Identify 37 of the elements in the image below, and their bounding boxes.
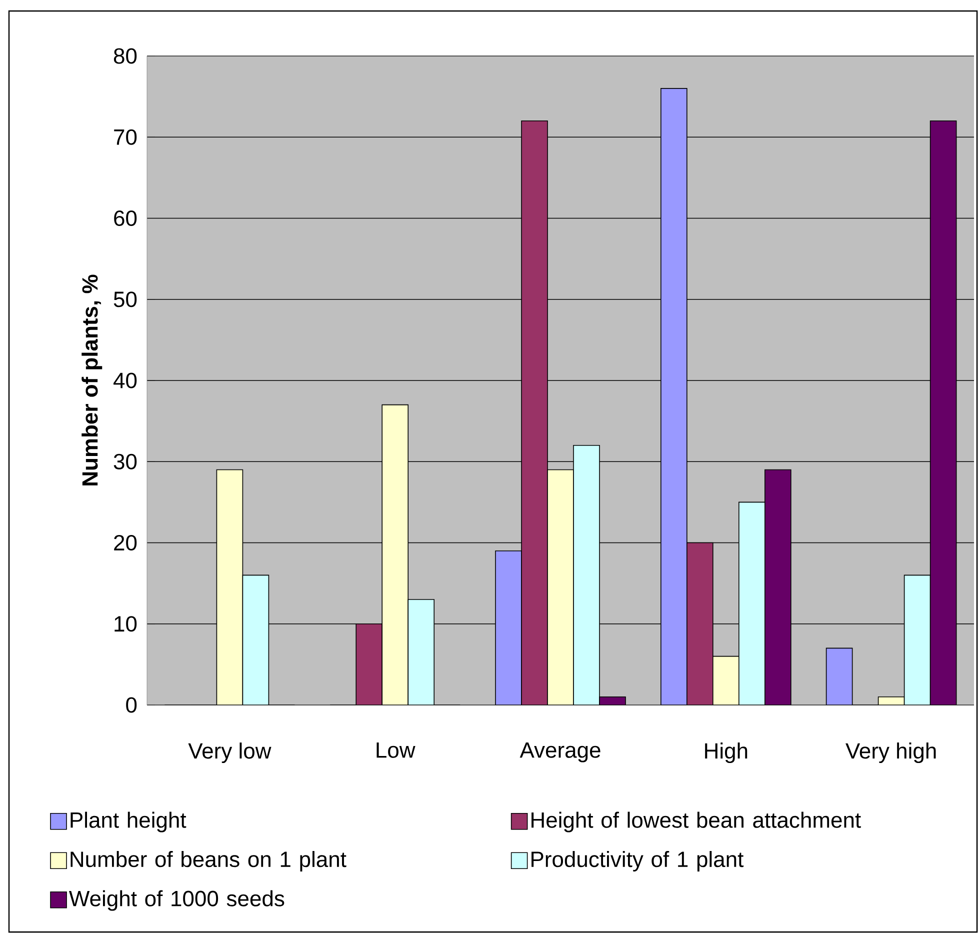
bar	[356, 623, 383, 705]
bar	[712, 656, 740, 705]
legend-label: Productivity of 1 plant	[532, 850, 744, 872]
bar	[904, 574, 931, 705]
x-tick-label: Low	[376, 742, 416, 758]
y-tick-label: 10	[114, 616, 137, 632]
y-tick-label: 70	[114, 129, 137, 145]
bar	[573, 445, 600, 705]
y-tick-label: 50	[114, 292, 137, 308]
x-tick-label: High	[705, 742, 748, 764]
legend-label: Height of lowest bean attachment	[532, 812, 861, 832]
y-tick-label: 80	[114, 48, 137, 64]
bar	[686, 542, 714, 705]
legend-label: Weight of 1000 seeds	[69, 890, 284, 911]
y-tick-label: 30	[114, 454, 137, 470]
bar	[660, 88, 688, 705]
y-tick-label: 0	[126, 697, 137, 713]
y-tick-label: 40	[114, 372, 137, 388]
x-tick-label: Very low	[188, 742, 272, 764]
x-tick-label: Very high	[846, 742, 936, 764]
bar	[521, 120, 548, 705]
legend-label: Plant height	[70, 812, 186, 832]
x-tick-label: Average	[520, 742, 600, 762]
bar	[242, 574, 270, 705]
bar	[764, 469, 792, 705]
bar	[408, 599, 435, 705]
bar	[216, 469, 244, 705]
bar	[547, 469, 574, 705]
bar	[738, 502, 766, 705]
legend-label: Number of beans on 1 plant	[70, 850, 346, 872]
bar	[382, 404, 409, 705]
bar	[826, 648, 853, 705]
y-axis-title: Number of plants, %	[82, 274, 102, 486]
y-tick-label: 20	[114, 534, 137, 551]
bar	[495, 550, 522, 705]
y-tick-label: 60	[114, 210, 137, 226]
bar	[930, 120, 957, 705]
